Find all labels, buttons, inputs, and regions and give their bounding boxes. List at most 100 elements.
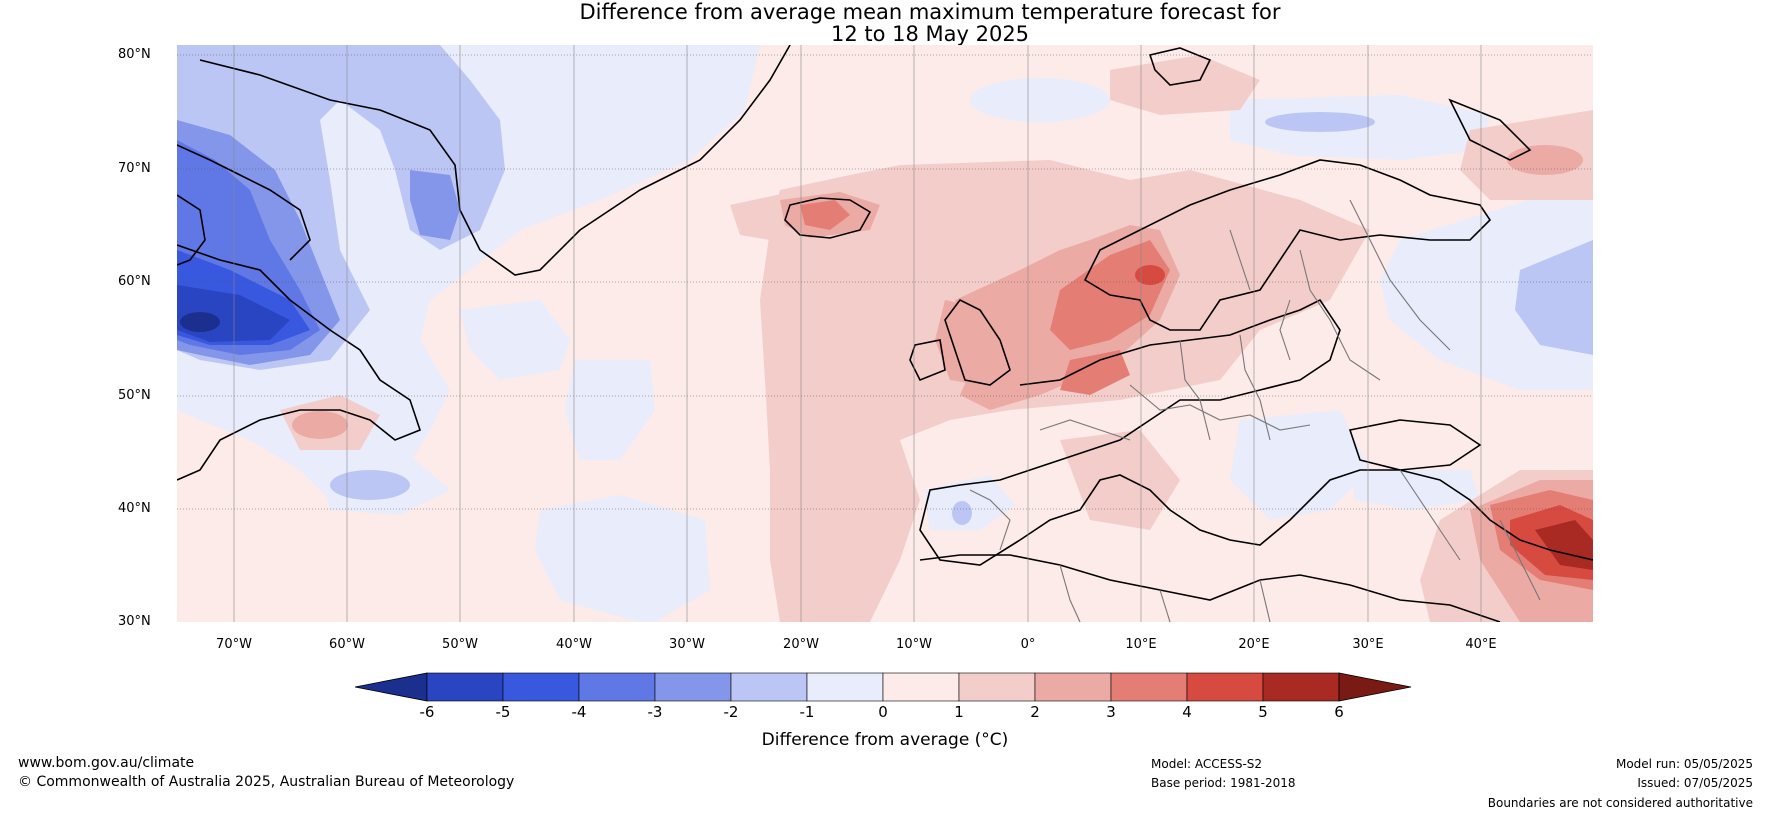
lon-label-10e: 10°E xyxy=(1125,637,1157,652)
colorbar-segment xyxy=(958,672,1036,702)
greenland-coast xyxy=(199,45,791,276)
footer-model: Model: ACCESS-S2 xyxy=(1151,757,1263,771)
colorbar-tick-label: -2 xyxy=(723,703,739,721)
footer-issued: Issued: 07/05/2025 xyxy=(1637,776,1753,790)
anomaly-cold-russia-m2 xyxy=(1515,240,1593,355)
footer-copyright: © Commonwealth of Australia 2025, Austra… xyxy=(18,774,515,790)
colorbar-segment xyxy=(654,672,732,702)
colorbar-segment xyxy=(426,672,504,702)
lon-label-40e: 40°E xyxy=(1465,637,1497,652)
anomaly-warm-5-6-mideast xyxy=(1535,520,1593,570)
labrador-coast xyxy=(177,244,421,481)
anomaly-cold-atlantic-a xyxy=(460,300,570,380)
iceland-coast xyxy=(784,197,872,239)
lon-label-20w: 20°W xyxy=(783,637,819,652)
colorbar-title: Difference from average (°C) xyxy=(761,730,1009,750)
anomaly-cold-atlantic-c xyxy=(535,495,710,622)
lon-label-30w: 30°W xyxy=(669,637,705,652)
colorbar-tick-label: 0 xyxy=(878,703,888,721)
border-b xyxy=(1179,339,1211,441)
footer-base-period: Base period: 1981-2018 xyxy=(1151,776,1296,790)
colorbar-tick-label: 1 xyxy=(954,703,964,721)
border-l xyxy=(1499,519,1541,601)
lon-label-50w: 50°W xyxy=(442,637,478,652)
anomaly-cold-balkans xyxy=(1230,410,1370,520)
colorbar-tick-label: -1 xyxy=(799,703,815,721)
border-k xyxy=(1399,469,1461,561)
colorbar-tick-label: -5 xyxy=(495,703,511,721)
colorbar-segment xyxy=(1034,672,1112,702)
colorbar-segment xyxy=(1262,672,1340,702)
lat-label-70n: 70°N xyxy=(118,161,151,176)
gridlines xyxy=(177,54,1593,510)
colorbar-tick-label: -4 xyxy=(571,703,587,721)
border-j xyxy=(1259,579,1271,622)
colorbar-tick-label: -6 xyxy=(419,703,435,721)
ireland-coast xyxy=(909,339,946,382)
lat-label-50n: 50°N xyxy=(118,388,151,403)
colorbar xyxy=(354,672,1412,702)
colorbar-segment xyxy=(730,672,808,702)
lat-label-30n: 30°N xyxy=(118,614,151,629)
anomaly-fill-layer xyxy=(177,45,1593,622)
lon-label-20e: 20°E xyxy=(1238,637,1270,652)
anomaly-cold-atlantic-e xyxy=(330,470,410,500)
lon-label-40w: 40°W xyxy=(556,637,592,652)
footer-disclaimer: Boundaries are not considered authoritat… xyxy=(1487,796,1753,810)
anomaly-warm-1-2-arctic xyxy=(1110,55,1260,115)
colorbar-tick-label: 4 xyxy=(1182,703,1192,721)
anomaly-warm-1-2 xyxy=(760,160,1370,622)
border-h xyxy=(1059,564,1081,622)
colorbar-segment xyxy=(1110,672,1188,702)
baffin-coast xyxy=(177,144,311,261)
colorbar-segment xyxy=(502,672,580,702)
colorbar-tick-label: -3 xyxy=(647,703,663,721)
anomaly-warm-3-4-benelux xyxy=(1060,350,1130,395)
border-m xyxy=(1279,299,1291,361)
country-borders xyxy=(969,199,1541,622)
border-c xyxy=(1239,334,1271,441)
colorbar-tick-label: 3 xyxy=(1106,703,1116,721)
anomaly-cold-west-m3b xyxy=(410,170,460,240)
lat-label-40n: 40°N xyxy=(118,501,151,516)
europe-coast xyxy=(919,298,1593,566)
novaya-zemlya-coast xyxy=(1448,98,1532,161)
anomaly-cold-arctic-c xyxy=(1265,112,1375,132)
colorbar-segment xyxy=(806,672,884,702)
colorbar-segment xyxy=(1186,672,1264,702)
coastlines xyxy=(177,45,1593,622)
lon-label-10w: 10°W xyxy=(896,637,932,652)
scandinavia-coast xyxy=(1083,159,1492,331)
colorbar-tick-label: 6 xyxy=(1334,703,1344,721)
lat-label-80n: 80°N xyxy=(118,47,151,62)
meridians xyxy=(233,45,1482,622)
anomaly-cold-atlantic-b xyxy=(565,360,655,460)
footer-website: www.bom.gov.au/climate xyxy=(18,755,195,771)
border-g xyxy=(969,489,1011,551)
uk-coast xyxy=(944,298,1011,386)
anomaly-cold-turkey xyxy=(1350,470,1480,510)
colorbar-extend-low xyxy=(354,672,428,702)
border-n xyxy=(1229,229,1251,291)
anomaly-warm-4-5-norway xyxy=(1135,265,1165,285)
svalbard-coast xyxy=(1148,47,1212,86)
hudson-coast xyxy=(177,194,206,266)
map-title-line2: 12 to 18 May 2025 xyxy=(830,22,1030,46)
black-sea-coast xyxy=(1348,419,1482,471)
anomaly-warm-2-3-arctic-e xyxy=(1507,145,1583,175)
anomaly-cold-arctic-a xyxy=(970,78,1110,122)
anomaly-warm-2-3-newfoundland xyxy=(292,411,348,439)
colorbar-segment xyxy=(882,672,960,702)
footer-model-run: Model run: 05/05/2025 xyxy=(1615,757,1753,771)
anomaly-warm-1-2-italy xyxy=(1060,430,1180,530)
anomaly-cold-iberia xyxy=(925,475,1015,530)
lon-label-0: 0° xyxy=(1020,637,1036,652)
colorbar-extend-high xyxy=(1338,672,1412,702)
lat-label-60n: 60°N xyxy=(118,274,151,289)
colorbar-tick-label: 5 xyxy=(1258,703,1268,721)
anomaly-cold-iberia-core xyxy=(952,501,972,525)
border-f xyxy=(1039,419,1131,441)
border-a xyxy=(1129,384,1311,431)
lon-label-30e: 30°E xyxy=(1352,637,1384,652)
